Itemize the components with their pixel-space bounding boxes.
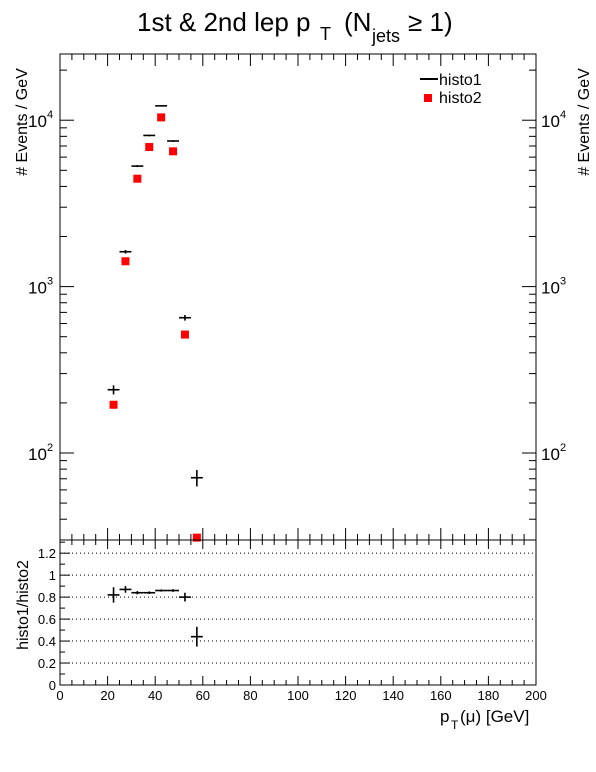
ratio-y-tick-label: 0.8 — [38, 590, 56, 605]
legend-label-histo2: histo2 — [439, 90, 482, 107]
upper-y-tick-exponent-right: 2 — [560, 442, 566, 454]
chart-title: 1st & 2nd lep p T (N jets ≥ 1) — [137, 7, 453, 46]
x-tick-label: 200 — [525, 688, 547, 703]
histo2-point — [145, 143, 154, 152]
x-tick-label: 0 — [56, 688, 63, 703]
upper-y-tick-exponent-right: 3 — [560, 276, 566, 288]
upper-axis-ticks — [59, 54, 537, 541]
x-tick-label: 160 — [430, 688, 452, 703]
ratio-y-tick-label: 1.2 — [38, 546, 56, 561]
x-axis-label-sub: T — [451, 718, 459, 732]
title-sub-jets: jets — [371, 26, 400, 46]
x-axis-label: p T (μ) [GeV] — [440, 707, 529, 732]
upper-y-tick-label-right: 10 — [541, 112, 560, 131]
histo2-point — [133, 174, 142, 183]
histo2-point — [121, 257, 130, 266]
x-tick-label: 120 — [335, 688, 357, 703]
ratio-y-axis-label: histo1/histo2 — [15, 560, 32, 650]
ratio-y-tick-label: 1 — [49, 568, 56, 583]
x-axis-label-tail: (μ) [GeV] — [460, 707, 529, 726]
histo2-point — [157, 113, 166, 122]
x-tick-label: 140 — [382, 688, 404, 703]
x-tick-label: 180 — [478, 688, 500, 703]
x-tick-label: 80 — [243, 688, 257, 703]
title-main: 1st & 2nd lep p — [137, 7, 310, 37]
upper-y-tick-label-left: 10 — [28, 445, 47, 464]
legend-marker-histo2 — [424, 94, 432, 102]
x-tick-label: 40 — [148, 688, 162, 703]
upper-y-axis-label-right: # Events / GeV — [576, 68, 593, 176]
legend: histo1 histo2 — [420, 72, 482, 107]
x-tick-label: 60 — [196, 688, 210, 703]
histo2-point — [109, 400, 118, 409]
histo2-point — [169, 147, 178, 156]
upper-y-tick-exponent-right: 4 — [560, 109, 566, 121]
upper-y-tick-exponent-left: 3 — [47, 276, 53, 288]
title-tail: ≥ 1) — [408, 7, 453, 37]
x-axis-ticks — [59, 540, 537, 685]
ratio-y-tick-label: 0.2 — [38, 656, 56, 671]
upper-data-points — [107, 105, 203, 542]
histo2-point — [180, 330, 189, 339]
ratio-grid — [60, 552, 536, 664]
ratio-y-tick-labels: 0 0.2 0.4 0.6 0.8 1 1.2 — [38, 546, 56, 693]
title-paren: (N — [344, 7, 371, 37]
upper-y-tick-exponent-left: 2 — [47, 442, 53, 454]
x-tick-label: 100 — [287, 688, 309, 703]
ratio-y-tick-label: 0.4 — [38, 634, 56, 649]
x-tick-label: 20 — [100, 688, 114, 703]
ratio-axis-ticks — [60, 541, 70, 686]
histo2-point — [192, 533, 201, 542]
ratio-y-tick-label: 0.6 — [38, 612, 56, 627]
title-sub-t: T — [320, 24, 331, 44]
x-axis-label-main: p — [440, 707, 449, 726]
ratio-y-tick-label: 0 — [49, 678, 56, 693]
legend-label-histo1: histo1 — [439, 72, 482, 89]
upper-plot-frame — [59, 53, 537, 541]
upper-y-axis-label: # Events / GeV — [14, 68, 31, 176]
upper-y-tick-label-right: 10 — [541, 279, 560, 298]
ratio-data-points — [107, 586, 203, 647]
x-tick-labels: 0 20 40 60 80 100 120 140 160 180 200 — [56, 688, 546, 703]
upper-y-tick-label-left: 10 — [28, 112, 47, 131]
upper-y-tick-label-left: 10 — [28, 279, 47, 298]
upper-y-tick-label-right: 10 — [541, 445, 560, 464]
upper-y-tick-exponent-left: 4 — [47, 109, 53, 121]
